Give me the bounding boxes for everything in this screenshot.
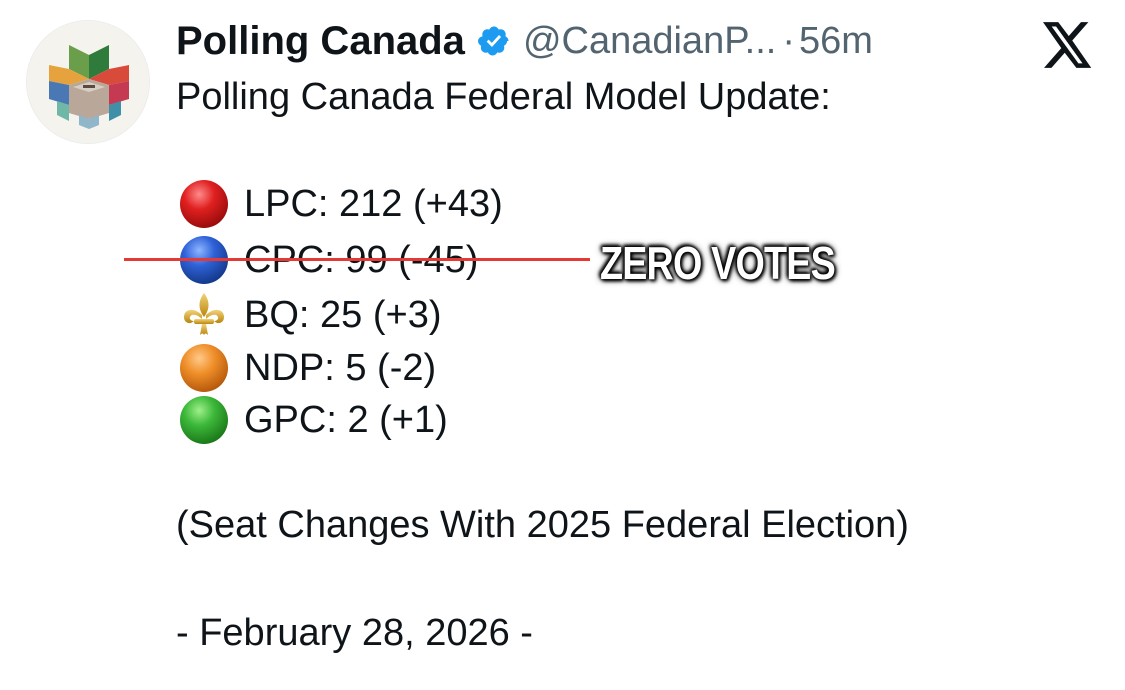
- green-circle-icon: [176, 394, 232, 446]
- party-seats-text: BQ: 25 (+3): [244, 293, 442, 336]
- x-logo-icon[interactable]: [1043, 22, 1093, 68]
- party-row-gpc: GPC: 2 (+1): [176, 394, 448, 446]
- polling-canada-logo-icon: [27, 21, 149, 143]
- timestamp[interactable]: 56m: [798, 19, 873, 62]
- verified-badge-icon[interactable]: [477, 24, 511, 58]
- party-seats-text: LPC: 212 (+43): [244, 182, 503, 225]
- zero-votes-caption: ZERO VOTES: [600, 237, 836, 289]
- party-seats-text: NDP: 5 (-2): [244, 346, 437, 389]
- strikethrough-line: [124, 258, 590, 261]
- party-row-ndp: NDP: 5 (-2): [176, 342, 436, 394]
- display-name[interactable]: Polling Canada: [176, 18, 465, 63]
- date-line: - February 28, 2026 -: [176, 612, 533, 654]
- seat-changes-note: (Seat Changes With 2025 Federal Election…: [176, 504, 909, 546]
- profile-avatar[interactable]: [26, 20, 150, 144]
- orange-circle-icon: [176, 342, 232, 394]
- red-circle-icon: [176, 178, 232, 230]
- tweet-header: Polling Canada @CanadianP... · 56m: [176, 16, 873, 66]
- user-handle[interactable]: @CanadianP...: [522, 19, 777, 62]
- party-seats-text: GPC: 2 (+1): [244, 398, 448, 441]
- tweet-headline: Polling Canada Federal Model Update:: [176, 76, 831, 118]
- separator-dot: ·: [782, 19, 795, 62]
- fleur-de-lis-icon: [176, 289, 232, 341]
- party-row-lpc: LPC: 212 (+43): [176, 178, 503, 230]
- party-row-bq: BQ: 25 (+3): [176, 289, 441, 341]
